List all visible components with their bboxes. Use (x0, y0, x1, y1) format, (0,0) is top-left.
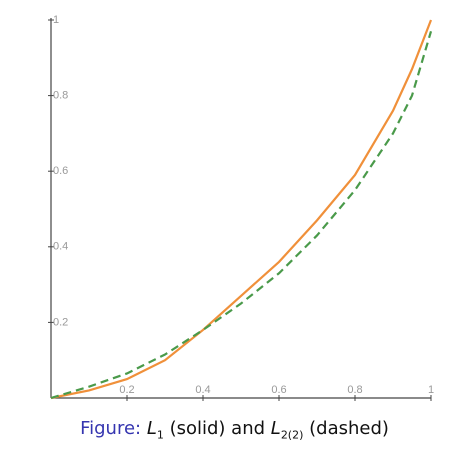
y-tick-label: 0.6 (53, 165, 68, 177)
caption-text: (dashed) (309, 418, 389, 439)
y-tick-label: 1 (53, 14, 59, 26)
caption-sub: 1 (156, 428, 164, 442)
caption-text: (solid) and (169, 418, 266, 439)
caption: Figure: L1 (solid) and L2(2) (dashed) (0, 418, 469, 442)
y-tick-label: 0.4 (53, 241, 68, 253)
y-tick-label: 0.2 (53, 316, 68, 328)
y-tick-label: 0.8 (53, 90, 68, 102)
x-tick-label: 0.6 (271, 384, 286, 396)
caption-symbol: L (270, 418, 281, 439)
x-tick-label: 0.2 (119, 384, 134, 396)
caption-prefix: Figure: (80, 418, 142, 439)
x-tick-label: 0.4 (195, 384, 210, 396)
series-line (50, 31, 433, 400)
series-line (50, 19, 433, 400)
caption-symbol: L (146, 418, 157, 439)
x-tick-label: 1 (428, 384, 434, 396)
x-tick-label: 0.8 (347, 384, 362, 396)
chart: 0.2 0.4 0.6 0.8 1 0.2 0.4 0.6 0.8 1 (48, 14, 434, 401)
caption-sub: 2(2) (280, 428, 304, 442)
